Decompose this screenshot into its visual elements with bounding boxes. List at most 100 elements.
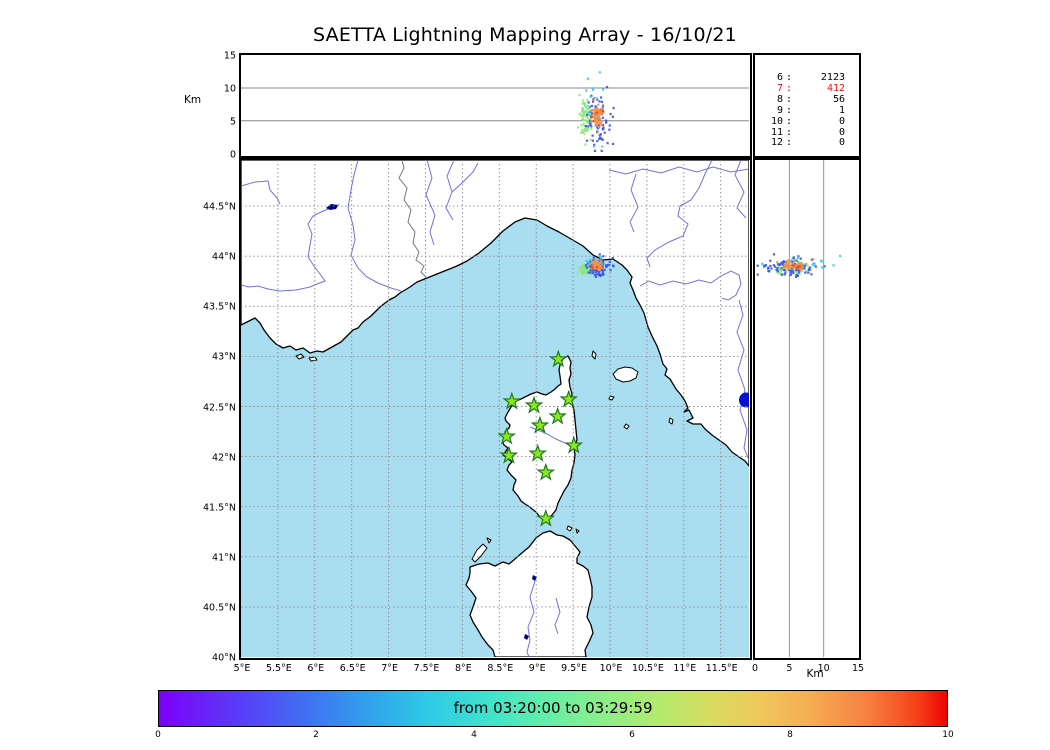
- alt-tick-label-right: 5: [786, 663, 793, 674]
- hourly-flash-counts: 6: 2123 7: 412 8: 56 9: 1 10: 0 11: 0 12: 0: [755, 55, 859, 149]
- islet: [308, 356, 318, 362]
- station-marker: [559, 389, 579, 408]
- station-marker: [536, 462, 556, 481]
- lat-tick-label: 42°N: [212, 452, 236, 464]
- lat-tick-label: 44°N: [212, 251, 236, 263]
- lon-tick-label: 7°E: [381, 663, 398, 674]
- lon-tick-label: 10°E: [599, 663, 623, 674]
- stat-count: 0: [838, 115, 845, 127]
- islet: [471, 543, 488, 563]
- lat-tick-label: 42.5°N: [202, 402, 236, 413]
- stat-hour: 8: [776, 93, 783, 105]
- top-gridlines: [241, 87, 749, 122]
- lat-tick-label: 41°N: [212, 552, 236, 564]
- colorbar-tick-label: 8: [787, 730, 793, 740]
- stat-colon: :: [785, 72, 793, 83]
- lake-bolsena: [739, 392, 749, 408]
- lon-tick-label: 5.5°E: [265, 663, 292, 674]
- altitude-latitude-panel: [753, 158, 861, 660]
- lat-tick-label: 43°N: [212, 351, 236, 363]
- stat-row-hour-9: 9: 1: [767, 104, 859, 117]
- altitude-axis-label-top: Km: [184, 94, 202, 106]
- altitude-latitude-plot: [756, 160, 842, 657]
- map-panel: [239, 158, 752, 660]
- flash-points-lon-alt: [576, 71, 615, 152]
- stat-count: 412: [826, 82, 845, 94]
- lon-tick-label: 10.5°E: [631, 663, 664, 674]
- station-marker: [497, 426, 517, 445]
- lon-tick-label: 6°E: [307, 663, 325, 674]
- stat-colon: :: [785, 137, 793, 149]
- lon-tick-label: 8.5°E: [487, 663, 514, 674]
- stat-count: 0: [838, 137, 845, 149]
- stat-colon: :: [785, 115, 793, 127]
- station-marker: [564, 435, 584, 454]
- stat-count: 2123: [820, 72, 845, 83]
- stat-hour: 10: [770, 115, 783, 127]
- islet: [575, 528, 580, 534]
- station-marker: [524, 395, 544, 414]
- stat-colon: :: [785, 104, 793, 116]
- lat-tick-label: 40.5°N: [202, 602, 236, 614]
- stat-count: 56: [832, 93, 845, 105]
- map-gridlines: [241, 160, 749, 657]
- alt-tick-label-right: 10: [817, 663, 830, 674]
- station-marker: [548, 349, 568, 368]
- lat-tick-label: 41.5°N: [202, 502, 236, 514]
- stat-count: 0: [838, 126, 845, 138]
- station-marker: [548, 406, 567, 425]
- colorbar-tick-label: 2: [313, 730, 319, 740]
- lon-tick-label: 9°E: [528, 663, 546, 674]
- alt-tick-label-top: 10: [223, 83, 236, 95]
- colorbar-tick-label: 4: [471, 730, 477, 740]
- mainland-coast: [241, 160, 749, 467]
- islet: [591, 350, 597, 360]
- station-marker: [536, 508, 556, 527]
- stat-hour: 6: [776, 72, 783, 83]
- stat-row-hour-7: 7: 412: [767, 82, 859, 95]
- stat-row-hour-11: 11: 0: [767, 126, 859, 139]
- stat-row-hour-12: 12: 0: [767, 138, 859, 149]
- stat-hour: 11: [770, 126, 783, 138]
- lon-tick-label: 11.5°E: [705, 663, 738, 674]
- lon-tick-label: 7.5°E: [413, 663, 440, 674]
- colorbar-tick-label: 0: [155, 730, 161, 740]
- lon-tick-label: 6.5°E: [339, 663, 366, 674]
- station-marker: [502, 391, 522, 410]
- alt-tick-label-top: 15: [223, 50, 236, 62]
- lon-tick-label: 8°E: [454, 663, 472, 674]
- altitude-axis-label-right: Km: [806, 668, 824, 680]
- alt-tick-label-right: 0: [751, 663, 759, 674]
- stat-colon: :: [785, 82, 793, 94]
- right-gridlines: [788, 160, 825, 657]
- lat-tick-label: 40°N: [212, 652, 236, 664]
- islet: [486, 537, 492, 544]
- altitude-longitude-panel: [239, 53, 752, 158]
- station-marker: [499, 445, 519, 464]
- stat-row-hour-10: 10: 0: [767, 115, 859, 128]
- colorbar-tick-label: 10: [942, 730, 954, 740]
- islet: [295, 353, 305, 360]
- stat-colon: :: [785, 93, 793, 105]
- lon-tick-label: 9.5°E: [561, 663, 588, 674]
- country-border: [398, 160, 428, 279]
- colorbar-tick-label: 6: [629, 730, 635, 740]
- stat-hour: 12: [770, 137, 783, 149]
- sardinia-landmass: [465, 530, 594, 657]
- lon-tick-label: 5°E: [233, 663, 251, 674]
- islet: [668, 417, 674, 425]
- colorbar-time-label: from 03:20:00 to 03:29:59: [453, 699, 653, 717]
- islet: [612, 366, 639, 383]
- flash-stats-panel: 6: 2123 7: 412 8: 56 9: 1 10: 0 11: 0 12: 0: [753, 53, 861, 158]
- flash-points-map: [576, 253, 615, 278]
- landmasses: [241, 160, 749, 657]
- altitude-longitude-plot: [241, 71, 749, 152]
- station-marker: [528, 443, 548, 462]
- station-marker: [530, 415, 550, 434]
- stat-row-hour-6: 6: 2123: [767, 72, 859, 84]
- lon-tick-label: 11°E: [673, 663, 697, 674]
- islet: [623, 423, 630, 430]
- flash-points-lat-alt: [756, 253, 842, 278]
- stat-count: 1: [838, 104, 845, 116]
